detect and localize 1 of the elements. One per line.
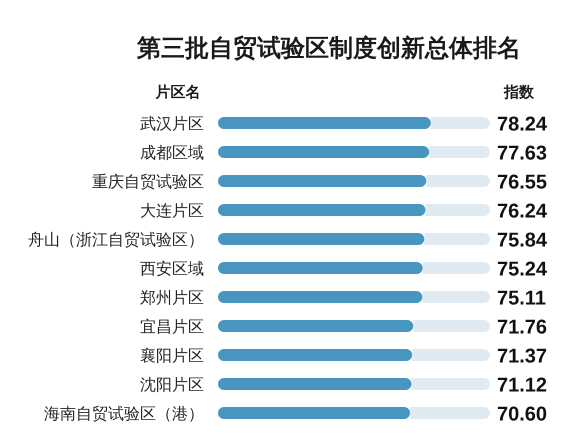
- title: 第三批自贸试验区制度创新总体排名: [137, 35, 521, 62]
